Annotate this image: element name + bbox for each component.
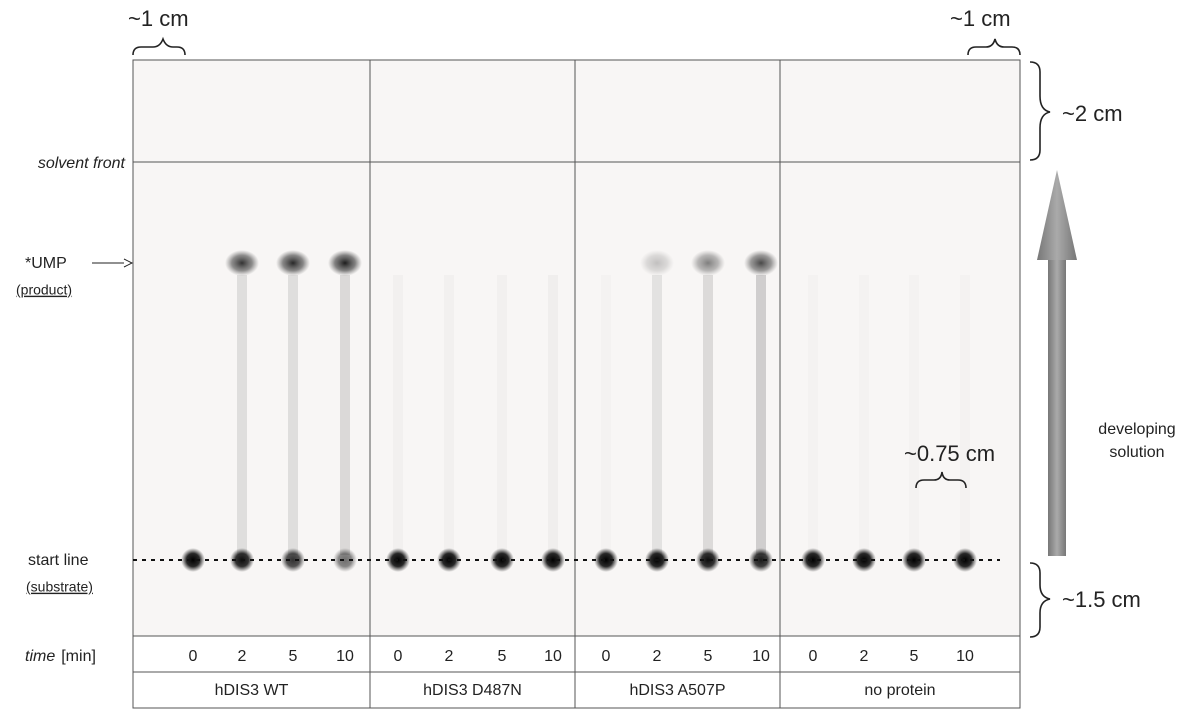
streak — [497, 275, 507, 555]
time-label: 0 — [602, 648, 611, 665]
time-label: 0 — [809, 648, 818, 665]
time-label: time — [25, 648, 55, 665]
direction-arrow-head — [1037, 170, 1077, 260]
arrow-head — [123, 258, 134, 268]
streak — [340, 275, 350, 555]
substrate-spot — [281, 548, 305, 572]
time-label: 0 — [394, 648, 403, 665]
streak — [703, 275, 713, 555]
time-label: 10 — [752, 648, 770, 665]
streak — [756, 275, 766, 555]
product-spot — [744, 250, 778, 276]
brace — [967, 38, 1021, 56]
streak — [288, 275, 298, 555]
substrate-spot — [541, 548, 565, 572]
substrate-spot — [333, 548, 357, 572]
streak — [601, 275, 611, 555]
time-label: 2 — [445, 648, 454, 665]
substrate-spot — [181, 548, 205, 572]
substrate-spot — [953, 548, 977, 572]
time-label: 2 — [653, 648, 662, 665]
substrate-spot — [594, 548, 618, 572]
direction-label: developing solution — [1098, 421, 1176, 461]
streak — [393, 275, 403, 555]
annotation: ~0.75 cm — [904, 441, 995, 466]
brace — [915, 471, 967, 489]
time-unit: [min] — [61, 648, 96, 665]
substrate-spot — [902, 548, 926, 572]
streak — [237, 275, 247, 555]
direction-arrow — [1048, 258, 1066, 556]
time-label: 10 — [544, 648, 562, 665]
spots — [181, 250, 977, 572]
plate-label: (product) — [16, 282, 72, 298]
streak — [808, 275, 818, 555]
plate-label: *UMP — [25, 255, 67, 272]
time-label: 10 — [336, 648, 354, 665]
annotation: ~1 cm — [950, 6, 1011, 31]
product-spot — [225, 250, 259, 276]
brace — [1029, 61, 1051, 161]
time-label: 2 — [860, 648, 869, 665]
brace — [1029, 562, 1051, 638]
product-spot — [691, 250, 725, 276]
time-label: 5 — [498, 648, 507, 665]
time-label: 10 — [956, 648, 974, 665]
streak — [909, 275, 919, 555]
time-label: 2 — [238, 648, 247, 665]
streak — [548, 275, 558, 555]
time-label: 0 — [189, 648, 198, 665]
product-spot — [640, 250, 674, 276]
brace — [132, 36, 186, 56]
product-spot — [328, 250, 362, 276]
annotation: ~1.5 cm — [1062, 587, 1141, 612]
plate-label: solvent front — [38, 155, 126, 172]
substrate-spot — [801, 548, 825, 572]
streak — [652, 275, 662, 555]
annotation: ~2 cm — [1062, 101, 1123, 126]
plate-label: start line — [28, 552, 89, 569]
annotation: ~1 cm — [128, 6, 189, 31]
streak — [444, 275, 454, 555]
group-label: hDIS3 A507P — [629, 682, 725, 699]
time-label: 5 — [704, 648, 713, 665]
group-label: hDIS3 WT — [215, 682, 289, 699]
time-axis-label: time [min] — [25, 648, 96, 665]
plate-label: (substrate) — [26, 579, 93, 595]
product-spot — [276, 250, 310, 276]
group-label: hDIS3 D487N — [423, 682, 522, 699]
time-label: 5 — [289, 648, 298, 665]
time-label: 5 — [910, 648, 919, 665]
streak — [859, 275, 869, 555]
substrate-spot — [749, 548, 773, 572]
substrate-spot — [386, 548, 410, 572]
streak — [960, 275, 970, 555]
plate — [132, 59, 1021, 637]
substrate-spot — [696, 548, 720, 572]
group-label: no protein — [864, 682, 935, 699]
